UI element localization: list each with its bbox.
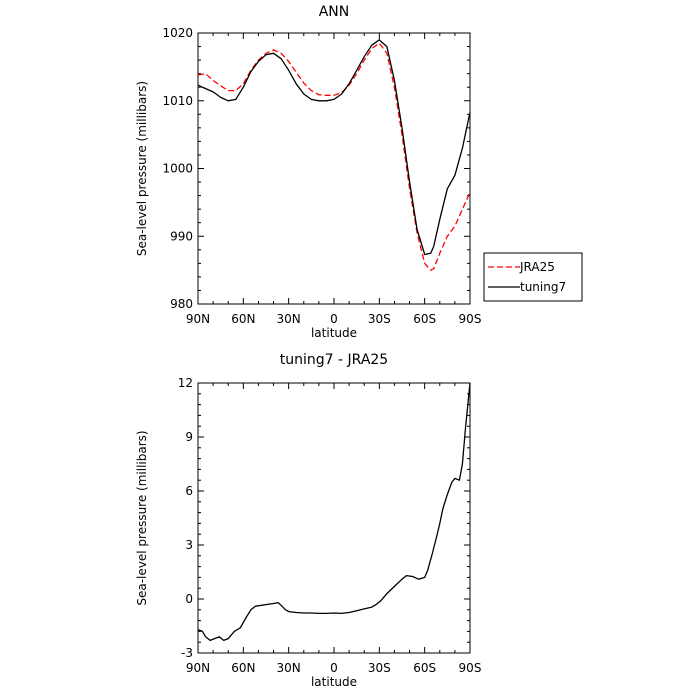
series-line-difference	[197, 382, 471, 642]
x-tick-label: 90S	[459, 661, 482, 675]
x-tick-label: 90S	[459, 312, 482, 326]
x-tick-label: 60S	[413, 661, 436, 675]
panel-title: tuning7 - JRA25	[280, 352, 388, 368]
y-tick-label: 980	[170, 297, 193, 311]
x-axis-title: latitude	[311, 326, 357, 340]
y-tick-label: 1000	[162, 162, 193, 176]
top-panel-ann: ANN 90N 60N 30N 0 30S 60S 90S 980 990 1000 1010 1020…	[135, 4, 583, 340]
legend-label-tuning7: tuning7	[520, 280, 566, 294]
y-tick-label: 9	[185, 430, 193, 444]
y-tick-label: 1010	[162, 94, 193, 108]
series-line-jra25	[197, 42, 471, 271]
x-tick-label: 60S	[413, 312, 436, 326]
y-tick-label: -3	[181, 646, 193, 660]
y-tick-label: 0	[185, 592, 193, 606]
x-tick-label: 0	[330, 312, 338, 326]
y-tick-label: 6	[185, 484, 193, 498]
legend-box	[483, 252, 583, 302]
plot-frame	[197, 32, 471, 305]
legend: JRA25 tuning7	[483, 252, 583, 302]
y-tick-label: 990	[170, 229, 193, 243]
y-tick-label: 3	[185, 538, 193, 552]
x-tick-label: 0	[330, 661, 338, 675]
y-axis-title: Sea-level pressure (millibars)	[135, 430, 149, 605]
x-axis-title: latitude	[311, 675, 357, 689]
series-line-tuning7	[197, 39, 471, 256]
panel-title: ANN	[319, 4, 350, 20]
legend-label-jra25: JRA25	[519, 260, 555, 274]
x-tick-label: 30N	[277, 312, 301, 326]
x-tick-label: 30N	[277, 661, 301, 675]
y-axis-title: Sea-level pressure (millibars)	[135, 81, 149, 256]
x-tick-label: 30S	[368, 661, 391, 675]
x-tick-label: 60N	[231, 312, 255, 326]
x-tick-label: 90N	[186, 661, 210, 675]
y-tick-label: 12	[178, 376, 193, 390]
y-tick-label: 1020	[162, 26, 193, 40]
x-tick-label: 60N	[231, 661, 255, 675]
x-tick-label: 30S	[368, 312, 391, 326]
bottom-panel-difference: tuning7 - JRA25 90N 60N 30N 0 30S 60S 90S -3 0 3 6 9…	[135, 352, 481, 689]
x-tick-label: 90N	[186, 312, 210, 326]
